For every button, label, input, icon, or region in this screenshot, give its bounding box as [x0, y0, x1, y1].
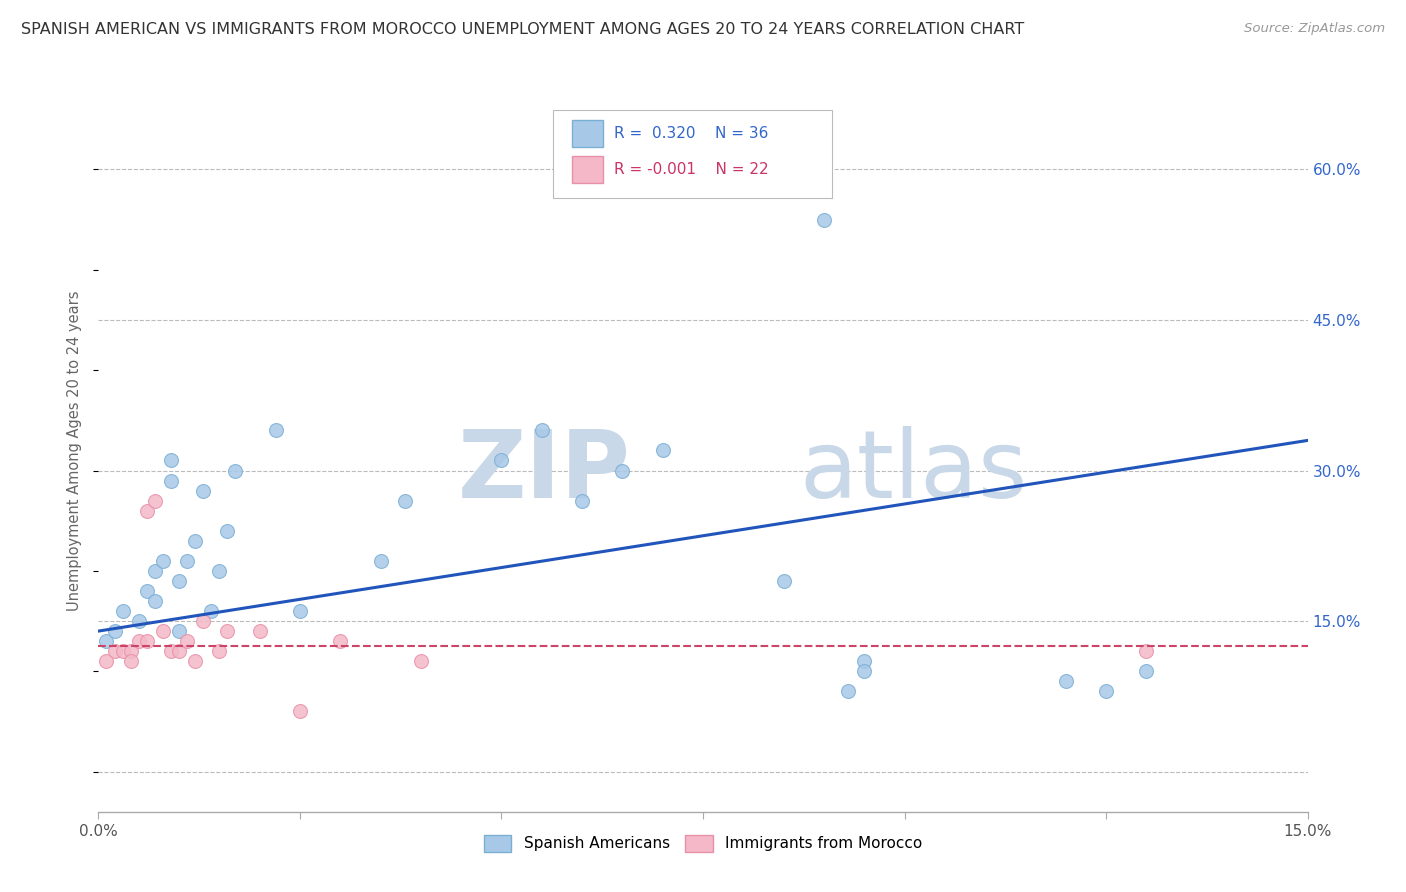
- Point: [152, 624, 174, 639]
- Point: [491, 453, 513, 467]
- Point: [176, 634, 198, 648]
- Point: [193, 483, 215, 498]
- Point: [571, 493, 593, 508]
- Point: [837, 684, 859, 698]
- Text: ZIP: ZIP: [457, 426, 630, 518]
- Point: [193, 614, 215, 628]
- Point: [143, 594, 166, 608]
- Point: [249, 624, 271, 639]
- Point: [1135, 644, 1157, 658]
- Point: [853, 664, 876, 679]
- Text: R = -0.001    N = 22: R = -0.001 N = 22: [614, 162, 769, 177]
- Point: [120, 654, 142, 668]
- Point: [184, 533, 207, 548]
- Point: [128, 634, 150, 648]
- Point: [1054, 674, 1077, 689]
- Point: [96, 654, 118, 668]
- Point: [184, 654, 207, 668]
- Text: R =  0.320    N = 36: R = 0.320 N = 36: [614, 127, 769, 141]
- Point: [217, 624, 239, 639]
- Legend: Spanish Americans, Immigrants from Morocco: Spanish Americans, Immigrants from Moroc…: [478, 829, 928, 858]
- Point: [1095, 684, 1118, 698]
- Point: [160, 644, 183, 658]
- Text: SPANISH AMERICAN VS IMMIGRANTS FROM MOROCCO UNEMPLOYMENT AMONG AGES 20 TO 24 YEA: SPANISH AMERICAN VS IMMIGRANTS FROM MORO…: [21, 22, 1025, 37]
- Point: [200, 604, 222, 618]
- Point: [143, 564, 166, 578]
- Point: [167, 644, 190, 658]
- Point: [394, 493, 416, 508]
- Point: [135, 584, 157, 599]
- Point: [329, 634, 352, 648]
- Point: [208, 564, 231, 578]
- Point: [224, 464, 246, 478]
- Text: atlas: atlas: [800, 426, 1028, 518]
- Point: [288, 705, 311, 719]
- Point: [264, 424, 287, 438]
- Point: [128, 614, 150, 628]
- Y-axis label: Unemployment Among Ages 20 to 24 years: Unemployment Among Ages 20 to 24 years: [67, 290, 83, 611]
- Point: [370, 554, 392, 568]
- Point: [853, 654, 876, 668]
- Point: [176, 554, 198, 568]
- Point: [143, 493, 166, 508]
- Point: [96, 634, 118, 648]
- Point: [612, 464, 634, 478]
- Point: [111, 644, 134, 658]
- Point: [288, 604, 311, 618]
- Point: [152, 554, 174, 568]
- Point: [160, 474, 183, 488]
- Point: [160, 453, 183, 467]
- Point: [217, 524, 239, 538]
- Point: [772, 574, 794, 588]
- Point: [111, 604, 134, 618]
- Point: [208, 644, 231, 658]
- Text: Source: ZipAtlas.com: Source: ZipAtlas.com: [1244, 22, 1385, 36]
- Point: [409, 654, 432, 668]
- Point: [167, 624, 190, 639]
- Point: [103, 624, 125, 639]
- Point: [530, 424, 553, 438]
- Point: [120, 644, 142, 658]
- Point: [1135, 664, 1157, 679]
- Point: [651, 443, 673, 458]
- Point: [167, 574, 190, 588]
- Point: [135, 503, 157, 517]
- Point: [135, 634, 157, 648]
- Point: [103, 644, 125, 658]
- Point: [813, 212, 835, 227]
